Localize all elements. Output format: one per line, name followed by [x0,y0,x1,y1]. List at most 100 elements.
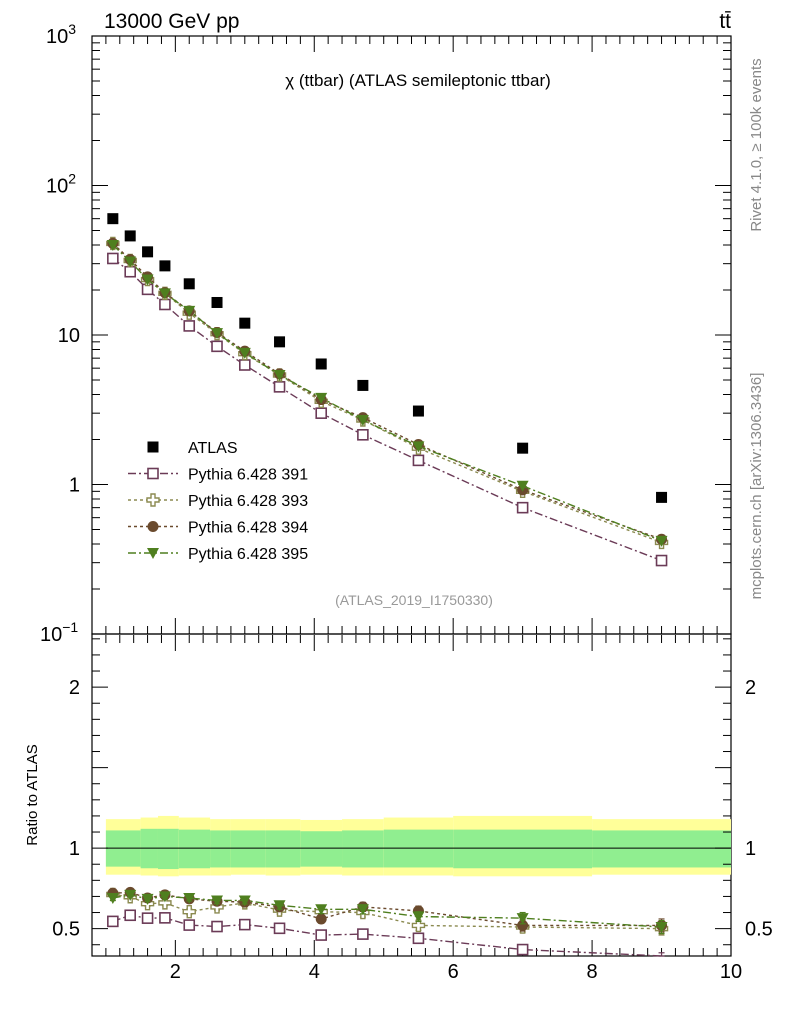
ratio-data-point [357,928,369,940]
y-tick-label: 102 [46,171,76,198]
data-point [106,239,119,251]
data-point [107,252,119,265]
inner-band-segment [157,828,179,870]
data-point [315,392,328,404]
data-point [655,554,668,567]
ratio-data-point [159,912,171,924]
ratio-data-point [141,912,154,924]
ratio-data-point [106,893,119,905]
legend-entry: Pythia 6.428 391 [128,467,308,484]
legend-label: Pythia 6.428 391 [188,467,308,484]
ratio-y-tick-label: 0.5 [52,919,80,941]
data-point [159,260,171,272]
data-point [655,535,668,547]
ratio-data-point [516,943,529,956]
y-tick-label: 10 [58,325,80,347]
x-tick-label: 2 [170,961,181,983]
inner-band-segment [178,829,211,869]
inner-band-segment [592,830,731,868]
ratio-data-point [273,900,286,912]
series-line [112,257,662,562]
inner-band-segment [453,829,593,869]
data-point [239,317,251,329]
data-point [516,480,529,492]
analysis-id-label: (ATLAS_2019_I1750330) [335,592,493,608]
inner-band-segment [265,830,301,868]
legend-marker [147,548,159,559]
inner-band-segment [342,830,384,868]
main-plot-frame [91,35,732,635]
data-point [211,296,223,308]
inner-band-segment [230,830,266,868]
ratio-data-point [412,911,425,923]
data-point [315,407,328,419]
data-point [239,359,251,371]
ratio-data-point [412,932,425,945]
inner-band-segment [210,830,231,868]
ratio-data-point [238,895,251,907]
series-atlas [107,213,668,503]
data-point [357,429,369,441]
legend-marker [147,441,159,453]
series-pythia-6-428-395 [106,239,668,547]
ratio-data-point [356,904,369,916]
ratio-y-tick-label: 1 [69,838,80,860]
ratio-data-point [239,918,251,931]
ratio-uncertainty-bands [105,815,731,877]
ratio-data-point [411,918,426,933]
main-plot-series [106,213,669,567]
ratio-data-point [655,922,668,934]
collision-label: 13000 GeV pp [104,10,239,33]
data-point [183,320,196,332]
ratio-data-point [517,919,529,931]
legend-label: Pythia 6.428 394 [188,520,308,537]
legend-marker [147,521,159,532]
data-point [158,288,171,300]
x-tick-label: 4 [309,961,320,983]
ratio-data-point [182,905,196,919]
legend-entry: Pythia 6.428 394 [128,520,308,537]
ratio-data-point [516,913,529,925]
legend-entry: ATLAS [147,440,238,457]
ratio-series-pythia-6-428-391 [107,909,665,957]
ratio-y-tick-label-right: 2 [745,677,756,699]
x-tick-label: 10 [720,961,742,983]
data-point [273,381,286,393]
ratio-data-point [183,919,196,931]
data-point [183,305,196,317]
data-point [124,265,137,278]
data-point [124,230,136,242]
data-point [357,379,369,391]
data-point [183,278,195,290]
data-point [159,298,171,311]
ratio-data-point [158,896,172,910]
ratio-data-point [158,891,171,903]
data-point [656,491,668,503]
data-point [211,340,223,353]
x-tick-label: 6 [448,961,459,983]
data-point [412,441,425,453]
ratio-series-line [112,891,662,927]
data-point [124,256,137,268]
ratio-data-point [315,904,328,916]
series-pythia-6-428-391 [107,252,668,567]
data-point [516,501,529,514]
x-tick-label: 8 [587,961,598,983]
mcplots-label: mcplots.cern.ch [arXiv:1306.3436] [748,373,765,600]
plot-title: χ (ttbar) (ATLAS semileptonic ttbar) [285,71,551,90]
legend-label: Pythia 6.428 393 [188,493,308,510]
legend-label: ATLAS [188,440,238,457]
data-point [141,274,154,286]
ratio-y-tick-label-right: 1 [745,838,756,860]
ratio-data-point [315,913,327,925]
y-tick-label: 1 [69,475,80,497]
data-point [356,415,369,427]
ratio-data-point [183,893,196,905]
legend: ATLAS Pythia 6.428 391 Pythia 6.428 393 Pyt… [128,440,308,563]
data-point [315,358,327,370]
process-label: tt̄ [719,10,731,33]
ratio-data-point [124,889,137,901]
legend-label: Pythia 6.428 395 [188,546,308,563]
